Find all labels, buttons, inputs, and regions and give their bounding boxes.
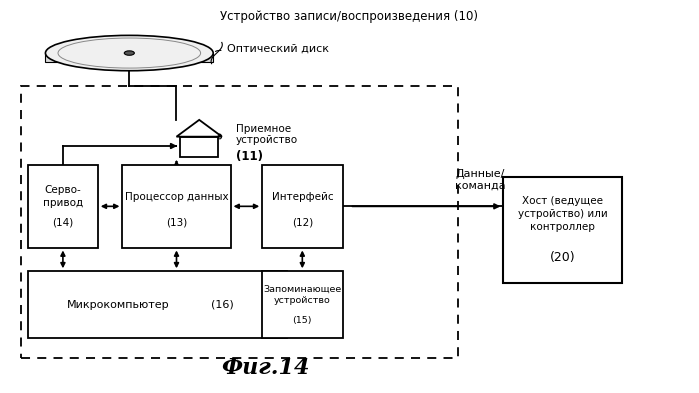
Text: Интерфейс: Интерфейс (271, 191, 333, 202)
Text: (11): (11) (236, 150, 263, 163)
Ellipse shape (124, 51, 134, 55)
Text: Данные/
команда: Данные/ команда (455, 169, 506, 191)
Bar (28, 271, 287, 338)
Polygon shape (45, 53, 213, 62)
Ellipse shape (45, 35, 213, 71)
Text: Устройство записи/воспроизведения (10): Устройство записи/воспроизведения (10) (220, 10, 479, 23)
Text: Оптический диск: Оптический диск (227, 44, 329, 54)
Text: (15): (15) (293, 316, 312, 325)
Bar (122, 165, 231, 248)
Bar (21, 86, 458, 358)
Text: Приемное
устройство: Приемное устройство (236, 124, 298, 145)
Text: Процессор данных: Процессор данных (124, 191, 229, 202)
Text: (16): (16) (210, 299, 233, 310)
Bar (262, 271, 343, 338)
Text: (13): (13) (166, 217, 187, 227)
Text: (14): (14) (52, 217, 73, 227)
Bar (503, 177, 622, 283)
Text: (20): (20) (550, 251, 575, 264)
Text: Серво-
привод: Серво- привод (43, 185, 83, 208)
Text: Микрокомпьютер: Микрокомпьютер (67, 299, 170, 310)
Bar (28, 165, 98, 248)
Bar (262, 165, 343, 248)
Text: Запоминающее
устройство: Запоминающее устройство (264, 285, 341, 305)
Text: Хост (ведущее
устройство) или
контроллер: Хост (ведущее устройство) или контроллер (518, 196, 607, 232)
Bar (180, 137, 218, 157)
Text: (12): (12) (291, 217, 313, 227)
Text: Фиг.14: Фиг.14 (222, 357, 310, 379)
Polygon shape (176, 120, 222, 137)
